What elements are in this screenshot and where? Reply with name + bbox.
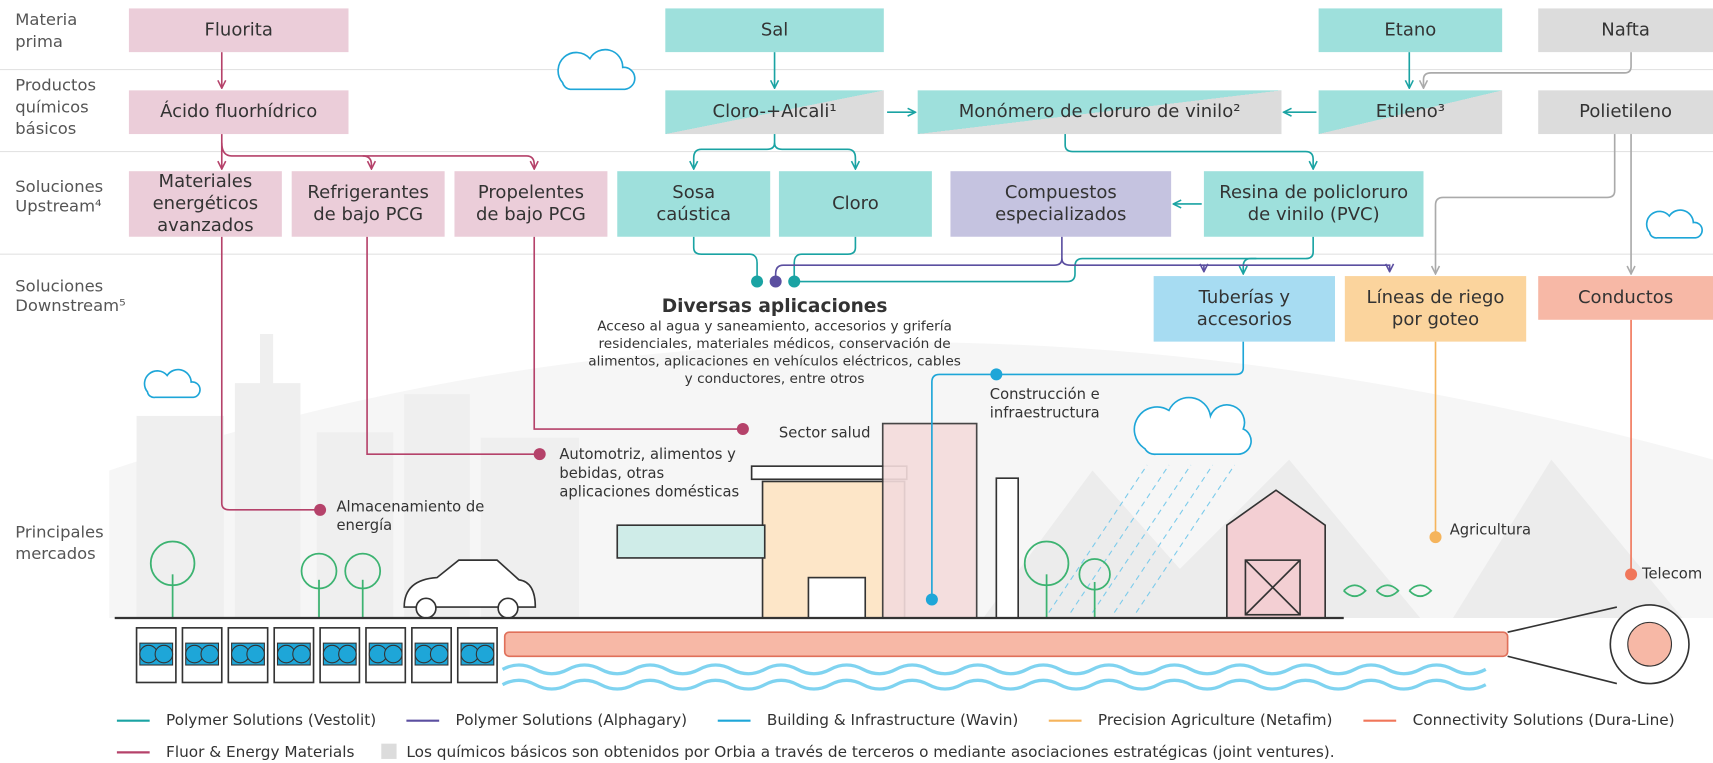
row-label: Productos [15, 75, 96, 94]
node-box [1318, 8, 1503, 53]
cell [200, 644, 220, 664]
cell [384, 644, 403, 664]
node-label: Monómero de cloruro de vinilo² [959, 101, 1241, 122]
row-label: Materia [15, 10, 77, 29]
market-label: infraestructura [990, 405, 1100, 422]
node-box [1153, 276, 1336, 342]
node-box [128, 8, 349, 53]
node-label: caústica [656, 204, 731, 225]
node-label: Tuberías y [1198, 287, 1291, 308]
market-label: energía [336, 517, 392, 534]
legend-label: Connectivity Solutions (Dura-Line) [1413, 711, 1675, 729]
node-label: Etano [1384, 19, 1436, 40]
node-box [1538, 90, 1713, 135]
legend-label: Precision Agriculture (Netafim) [1098, 711, 1333, 729]
applications-text: alimentos, aplicaciones en vehículos elé… [588, 353, 961, 369]
cell [292, 644, 311, 664]
node-label: por goteo [1392, 309, 1479, 330]
market-label: Construcción e [990, 386, 1100, 403]
node-box [1538, 8, 1713, 53]
node-label: Refrigerantes [307, 182, 428, 203]
market-label: Telecom [1641, 565, 1702, 582]
node-label: avanzados [157, 215, 253, 236]
applications-text: residenciales, materiales médicos, conse… [599, 336, 951, 352]
node-label: accesorios [1197, 309, 1292, 330]
node-box [1344, 276, 1527, 342]
legend-label: Polymer Solutions (Alphagary) [456, 711, 688, 729]
row-label: Downstream⁵ [15, 296, 125, 315]
legend-label: Building & Infrastructure (Wavin) [767, 711, 1018, 729]
node-box [291, 171, 445, 237]
node-label: energéticos [153, 193, 259, 214]
node-label: Sal [761, 19, 788, 40]
node-box [665, 8, 884, 53]
note: Los químicos básicos son obtenidos por O… [406, 743, 1334, 761]
node-label: Cloro-+Alcali¹ [713, 101, 837, 122]
cell [475, 644, 495, 664]
row-label: químicos [15, 97, 88, 116]
row-label: básicos [15, 119, 76, 138]
market-label: Sector salud [779, 424, 871, 441]
node-box [665, 90, 884, 135]
node-label: especializados [995, 204, 1126, 225]
market-label: bebidas, otras [559, 465, 664, 482]
node-label: de bajo PCG [476, 204, 586, 225]
node-label: Polietileno [1579, 101, 1672, 122]
node-box [128, 90, 349, 135]
node-label: Etileno³ [1376, 101, 1445, 122]
batteries [135, 627, 498, 684]
node-label: Cloro [832, 193, 879, 214]
node-box [1538, 276, 1713, 320]
applications-text: Acceso al agua y saneamiento, accesorios… [597, 318, 952, 334]
row-label: Soluciones [15, 177, 103, 196]
node-box [617, 171, 771, 237]
market-label: aplicaciones domésticas [559, 483, 739, 500]
applications-text: y conductores, entre otros [685, 371, 865, 387]
node-label: Nafta [1601, 19, 1650, 40]
node-label: de bajo PCG [313, 204, 423, 225]
market-label: Almacenamiento de [336, 499, 484, 516]
node-label: Propelentes [478, 182, 584, 203]
node-label: Conductos [1578, 287, 1673, 308]
cell [429, 644, 449, 664]
market-label: Automotriz, alimentos y [559, 446, 736, 463]
row-label: Principales [15, 522, 103, 541]
node-label: Fluorita [205, 19, 273, 40]
node-box [950, 171, 1172, 237]
legend-label: Polymer Solutions (Vestolit) [166, 711, 376, 729]
node-box [454, 171, 608, 237]
note-swatch [381, 743, 397, 759]
legend-label: Fluor & Energy Materials [166, 743, 354, 761]
node-box [778, 171, 932, 237]
cell [154, 644, 174, 664]
node-label: Resina de policloruro [1219, 182, 1408, 203]
node-label: Líneas de riego [1367, 287, 1505, 308]
cell [338, 644, 357, 664]
node-label: Materiales [159, 171, 253, 192]
applications-title: Diversas aplicaciones [662, 296, 888, 317]
node-box [917, 90, 1282, 135]
node-label: Ácido fluorhídrico [160, 100, 317, 122]
cell [246, 644, 265, 664]
connectors [222, 52, 1638, 606]
row-label: Soluciones [15, 277, 103, 296]
node-box [1203, 171, 1424, 237]
node-label: de vinilo (PVC) [1248, 204, 1380, 225]
node-label: Compuestos [1005, 182, 1117, 203]
row-label: prima [15, 32, 63, 51]
node-box [1318, 90, 1503, 135]
row-label: Upstream⁴ [15, 197, 102, 216]
market-label: Agricultura [1450, 522, 1531, 539]
node-box [128, 171, 282, 237]
background [0, 48, 1713, 691]
row-label: mercados [15, 544, 95, 563]
node-label: Sosa [672, 182, 715, 203]
